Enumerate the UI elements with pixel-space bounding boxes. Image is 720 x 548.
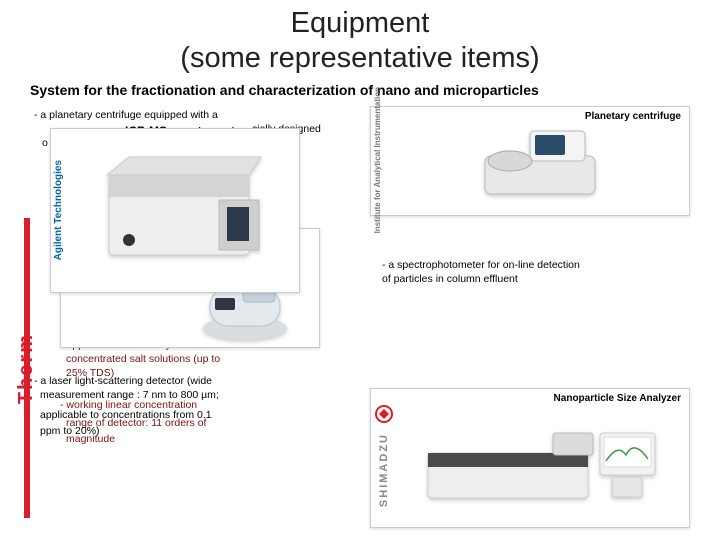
text-centrifuge-c: o: [42, 136, 48, 150]
title-line-2: (some representative items): [180, 42, 539, 74]
icpms-graphic: [89, 145, 279, 275]
spectro-note-1: - a spectrophotometer for on-line detect…: [382, 258, 580, 272]
icpms-bullet-3e: magnitude: [66, 432, 115, 446]
nanoparticle-analyzer-graphic: [418, 403, 668, 513]
spectro-note-2: of particles in column effluent: [382, 272, 518, 286]
panel-agilent-icpms: Agilent Technologies: [50, 128, 300, 293]
planetary-centrifuge-graphic: [475, 121, 605, 201]
brand-shimadzu: SHIMADZU: [376, 429, 392, 511]
slide-canvas: Therm Institute for Analytical Instrumen…: [0, 98, 720, 548]
shimadzu-logo-icon: [375, 405, 393, 423]
panel-planetary-centrifuge: Institute for Analytical Instrumentation…: [370, 106, 690, 216]
panel-nanoparticle-analyzer: SHIMADZU Nanoparticle Size Analyzer: [370, 388, 690, 528]
brand-agilent: Agilent Technologies: [51, 156, 69, 264]
subtitle: System for the fractionation and charact…: [0, 76, 720, 98]
title-line-1: Equipment: [291, 7, 430, 39]
thermo-brand-label: Therm: [15, 333, 38, 404]
icpms-bullet-2: - a laser light-scattering detector (wid…: [34, 374, 212, 388]
brand-institute: Institute for Analytical Instrumentation: [371, 83, 391, 237]
text-centrifuge-a: - a planetary centrifuge equipped with a: [34, 108, 218, 122]
icpms-bullet-1b: concentrated salt solutions (up to: [66, 352, 220, 366]
